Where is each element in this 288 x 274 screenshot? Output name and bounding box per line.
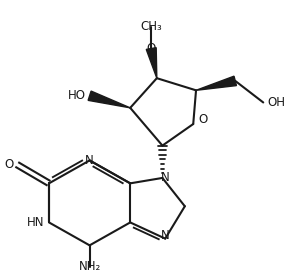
Text: CH₃: CH₃ xyxy=(140,21,162,33)
Polygon shape xyxy=(146,48,157,78)
Text: HN: HN xyxy=(27,216,45,229)
Text: N: N xyxy=(161,229,170,242)
Text: OH: OH xyxy=(268,96,285,109)
Polygon shape xyxy=(196,76,236,90)
Polygon shape xyxy=(88,91,130,108)
Text: O: O xyxy=(4,158,14,171)
Text: O: O xyxy=(147,42,156,55)
Text: HO: HO xyxy=(68,89,86,102)
Text: O: O xyxy=(198,113,208,127)
Text: N: N xyxy=(161,172,170,184)
Text: NH₂: NH₂ xyxy=(79,260,101,273)
Text: N: N xyxy=(85,154,94,167)
